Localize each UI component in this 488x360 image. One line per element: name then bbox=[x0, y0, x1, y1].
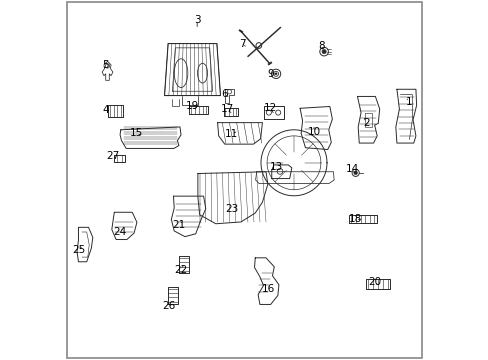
Circle shape bbox=[274, 73, 277, 75]
Circle shape bbox=[353, 171, 357, 175]
Text: 7: 7 bbox=[239, 39, 245, 49]
Text: 22: 22 bbox=[174, 265, 187, 275]
Text: 10: 10 bbox=[307, 127, 320, 136]
Text: 19: 19 bbox=[186, 101, 199, 111]
Text: 14: 14 bbox=[345, 164, 358, 174]
Text: 2: 2 bbox=[363, 118, 369, 128]
Text: 15: 15 bbox=[129, 129, 142, 138]
Text: 24: 24 bbox=[113, 227, 126, 237]
Text: 1: 1 bbox=[406, 97, 412, 107]
Text: 17: 17 bbox=[220, 104, 233, 114]
Text: 8: 8 bbox=[317, 41, 324, 50]
Text: 13: 13 bbox=[269, 162, 283, 172]
Text: 9: 9 bbox=[266, 69, 273, 79]
Text: 12: 12 bbox=[263, 103, 276, 113]
Text: 23: 23 bbox=[225, 204, 239, 214]
Text: 16: 16 bbox=[261, 284, 274, 294]
Text: 18: 18 bbox=[348, 215, 362, 224]
Text: 4: 4 bbox=[102, 105, 108, 115]
Text: 21: 21 bbox=[172, 220, 185, 230]
Text: 3: 3 bbox=[193, 15, 200, 26]
Text: 5: 5 bbox=[102, 60, 108, 70]
Text: 26: 26 bbox=[162, 301, 176, 311]
Text: 25: 25 bbox=[72, 245, 85, 255]
Text: 27: 27 bbox=[106, 150, 119, 161]
Text: 6: 6 bbox=[221, 89, 227, 99]
Text: 11: 11 bbox=[224, 129, 238, 139]
Text: 20: 20 bbox=[367, 277, 380, 287]
Circle shape bbox=[321, 49, 325, 54]
